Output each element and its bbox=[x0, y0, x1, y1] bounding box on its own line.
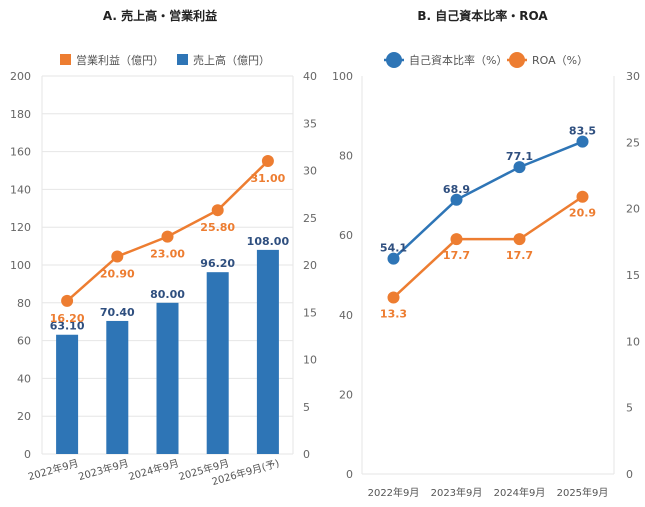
chart-b-x-tick: 2024年9月 bbox=[494, 486, 546, 499]
chart-b-roa-point bbox=[513, 233, 526, 246]
chart-a-sales-bar bbox=[156, 302, 179, 454]
chart-a-y-left-tick: 200 bbox=[10, 70, 31, 83]
chart-a-sales-bar bbox=[56, 334, 79, 454]
chart-a-y-right-tick: 10 bbox=[303, 354, 317, 367]
chart-b-roa-data-label: 17.7 bbox=[506, 249, 533, 262]
chart-b-y-left-tick: 60 bbox=[339, 229, 353, 242]
chart-b-roa-data-label: 20.9 bbox=[569, 207, 596, 220]
chart-a-y-left-tick: 160 bbox=[10, 146, 31, 159]
chart-b-equity-ratio-data-label: 83.5 bbox=[569, 125, 596, 138]
chart-a-legend-swatch-sales bbox=[177, 54, 188, 65]
chart-a-y-left-tick: 0 bbox=[24, 448, 31, 461]
chart-b-panel: B. 自己資本比率・ROA 自己資本比率（%） ROA（%） 0 20 40 60 80 10… bbox=[320, 0, 645, 503]
chart-a-y-left-tick: 80 bbox=[17, 297, 31, 310]
chart-a-y-left-tick: 100 bbox=[10, 259, 31, 272]
chart-b-roa-data-label: 13.3 bbox=[380, 308, 407, 321]
chart-a-y-right-tick: 20 bbox=[303, 259, 317, 272]
chart-a-y-right-tick: 5 bbox=[303, 401, 310, 414]
chart-b-x-tick: 2025年9月 bbox=[557, 486, 609, 499]
chart-b-x-tick: 2023年9月 bbox=[431, 486, 483, 499]
chart-a-x-tick: 2023年9月 bbox=[77, 456, 130, 483]
chart-a-sales-data-label: 80.00 bbox=[150, 288, 185, 301]
chart-b-legend-marker-equity-ratio bbox=[386, 52, 402, 68]
chart-a-operating-profit-data-label: 31.00 bbox=[251, 172, 286, 185]
chart-b-legend: 自己資本比率（%） ROA（%） bbox=[384, 52, 588, 68]
chart-a-operating-profit-data-label: 20.90 bbox=[100, 267, 135, 280]
chart-a-operating-profit-point bbox=[111, 250, 124, 263]
chart-a-y-right-tick: 0 bbox=[303, 448, 310, 461]
chart-b-svg: 自己資本比率（%） ROA（%） 0 20 40 60 80 100 0 5 10 15 20 25 30 5… bbox=[332, 52, 640, 499]
chart-a-legend-label-operating-profit: 営業利益（億円） bbox=[76, 53, 164, 67]
chart-a-legend-label-sales: 売上高（億円） bbox=[193, 53, 270, 67]
chart-a-y-left-tick: 20 bbox=[17, 410, 31, 423]
chart-b-equity-ratio-point bbox=[450, 193, 463, 206]
chart-b-roa-point bbox=[576, 190, 589, 203]
chart-b-legend-label-roa: ROA（%） bbox=[532, 54, 588, 67]
chart-b-y-left-tick: 0 bbox=[346, 468, 353, 481]
chart-a-sales-bar bbox=[206, 272, 229, 454]
chart-a-legend: 営業利益（億円） 売上高（億円） bbox=[60, 53, 270, 67]
chart-a-operating-profit-point bbox=[261, 155, 274, 168]
chart-b-x-tick: 2022年9月 bbox=[368, 486, 420, 499]
chart-b-y-right-tick: 30 bbox=[626, 70, 640, 83]
chart-a-operating-profit-data-label: 25.80 bbox=[200, 221, 235, 234]
chart-a-y-left-tick: 60 bbox=[17, 335, 31, 348]
chart-b-y-right-tick: 0 bbox=[626, 468, 633, 481]
chart-b-equity-ratio-point bbox=[387, 252, 400, 265]
chart-b-equity-ratio-data-label: 54.1 bbox=[380, 242, 407, 255]
chart-b-equity-ratio-data-label: 77.1 bbox=[506, 150, 533, 163]
chart-a-y-right-tick: 40 bbox=[303, 70, 317, 83]
chart-a-y-left-tick: 40 bbox=[17, 372, 31, 385]
chart-a-sales-bar bbox=[256, 249, 279, 454]
chart-b-roa-line bbox=[392, 195, 584, 299]
chart-b-y-right-tick: 10 bbox=[626, 335, 640, 348]
chart-a-y-left-tick: 120 bbox=[10, 221, 31, 234]
chart-b-equity-ratio-line bbox=[392, 140, 583, 260]
chart-a-y-left-tick: 180 bbox=[10, 108, 31, 121]
chart-a-x-tick: 2022年9月 bbox=[27, 456, 80, 483]
chart-b-title: B. 自己資本比率・ROA bbox=[417, 9, 548, 23]
chart-b-roa-data-label: 17.7 bbox=[443, 249, 470, 262]
chart-b-equity-ratio-point bbox=[513, 161, 526, 174]
chart-a-sales-bar bbox=[106, 320, 129, 454]
chart-a-operating-profit-data-label: 16.20 bbox=[50, 312, 85, 325]
chart-a-operating-profit-point bbox=[211, 204, 224, 217]
chart-a-legend-swatch-operating-profit bbox=[60, 54, 71, 65]
chart-a-svg: 営業利益（億円） 売上高（億円）0204060801001201401601802… bbox=[10, 53, 317, 488]
chart-b-roa-point bbox=[387, 291, 400, 304]
chart-b-y-left-tick: 20 bbox=[339, 388, 353, 401]
chart-a-y-right-tick: 15 bbox=[303, 306, 317, 319]
chart-a-sales-data-label: 108.00 bbox=[247, 235, 290, 248]
chart-b-legend-label-equity-ratio: 自己資本比率（%） bbox=[409, 53, 507, 67]
chart-b-legend-marker-roa bbox=[509, 52, 525, 68]
chart-a-sales-data-label: 96.20 bbox=[200, 257, 235, 270]
chart-b-y-right-tick: 25 bbox=[626, 136, 640, 149]
chart-a-y-right-tick: 35 bbox=[303, 117, 317, 130]
chart-a-y-right-tick: 25 bbox=[303, 212, 317, 225]
chart-b-y-right-tick: 15 bbox=[626, 269, 640, 282]
chart-a-panel: A. 売上高・営業利益 営業利益（億円） 売上高（億円） 0 20 40 60 80 100 1… bbox=[0, 0, 320, 503]
chart-b-y-left-tick: 80 bbox=[339, 150, 353, 163]
chart-a-operating-profit-point bbox=[161, 230, 174, 243]
chart-a-y-right-tick: 30 bbox=[303, 165, 317, 178]
chart-b-roa-point bbox=[450, 233, 463, 246]
chart-b-y-right-tick: 20 bbox=[626, 203, 640, 216]
chart-b-y-right-tick: 5 bbox=[626, 402, 633, 415]
chart-a-operating-profit-point bbox=[61, 294, 74, 307]
chart-a-operating-profit-data-label: 23.00 bbox=[150, 248, 185, 261]
chart-a-sales-data-label: 63.10 bbox=[50, 320, 85, 333]
chart-b-y-left-tick: 100 bbox=[332, 70, 353, 83]
chart-a-sales-data-label: 70.40 bbox=[100, 306, 135, 319]
chart-a-y-left-tick: 140 bbox=[10, 183, 31, 196]
chart-a-title: A. 売上高・営業利益 bbox=[102, 9, 218, 23]
chart-a-x-tick: 2024年9月 bbox=[127, 456, 180, 483]
chart-b-y-left-tick: 40 bbox=[339, 309, 353, 322]
chart-b-equity-ratio-data-label: 68.9 bbox=[443, 183, 470, 196]
chart-b-equity-ratio-point bbox=[576, 135, 589, 148]
